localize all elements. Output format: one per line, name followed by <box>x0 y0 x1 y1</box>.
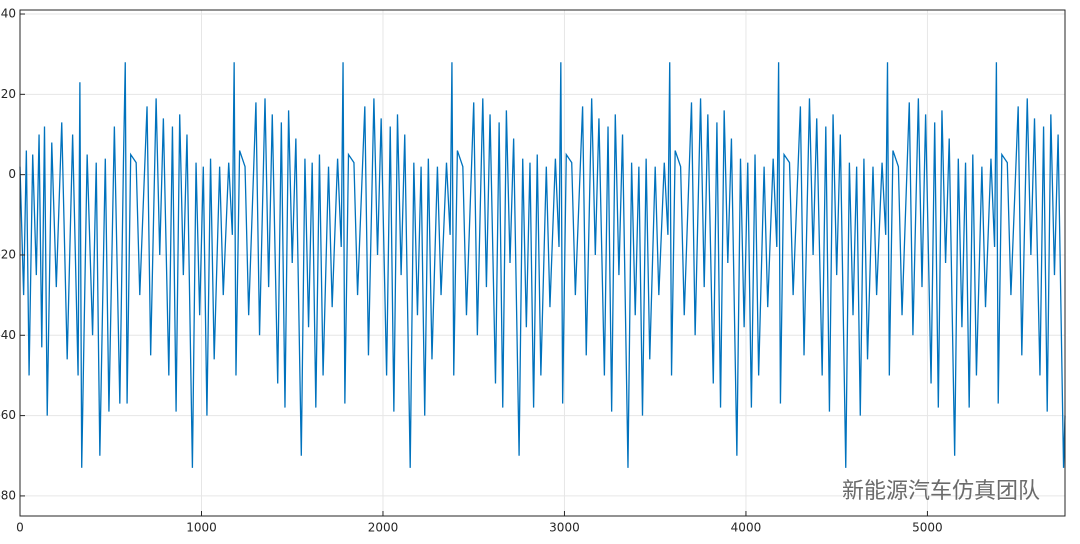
y-tick-label: -60 <box>0 408 16 422</box>
plot <box>19 62 1066 468</box>
x-tick-label: 3000 <box>549 521 580 535</box>
watermark: 新能源汽车仿真团队 <box>842 479 1040 504</box>
y-tick-label: -20 <box>0 247 16 261</box>
y-tick-label: 0 <box>8 167 16 181</box>
x-tick-label: 2000 <box>368 521 399 535</box>
x-tick-label: 0 <box>16 521 24 535</box>
series-line <box>19 62 1066 468</box>
y-tick-label: 40 <box>1 7 16 21</box>
axes-frame <box>19 9 1066 517</box>
y-tick-label: -80 <box>0 488 16 502</box>
y-tick-label: 20 <box>1 87 16 101</box>
x-tick-label: 5000 <box>912 521 943 535</box>
x-tick-label: 4000 <box>731 521 762 535</box>
y-tick-label: -40 <box>0 328 16 342</box>
x-tick-label: 1000 <box>186 521 217 535</box>
